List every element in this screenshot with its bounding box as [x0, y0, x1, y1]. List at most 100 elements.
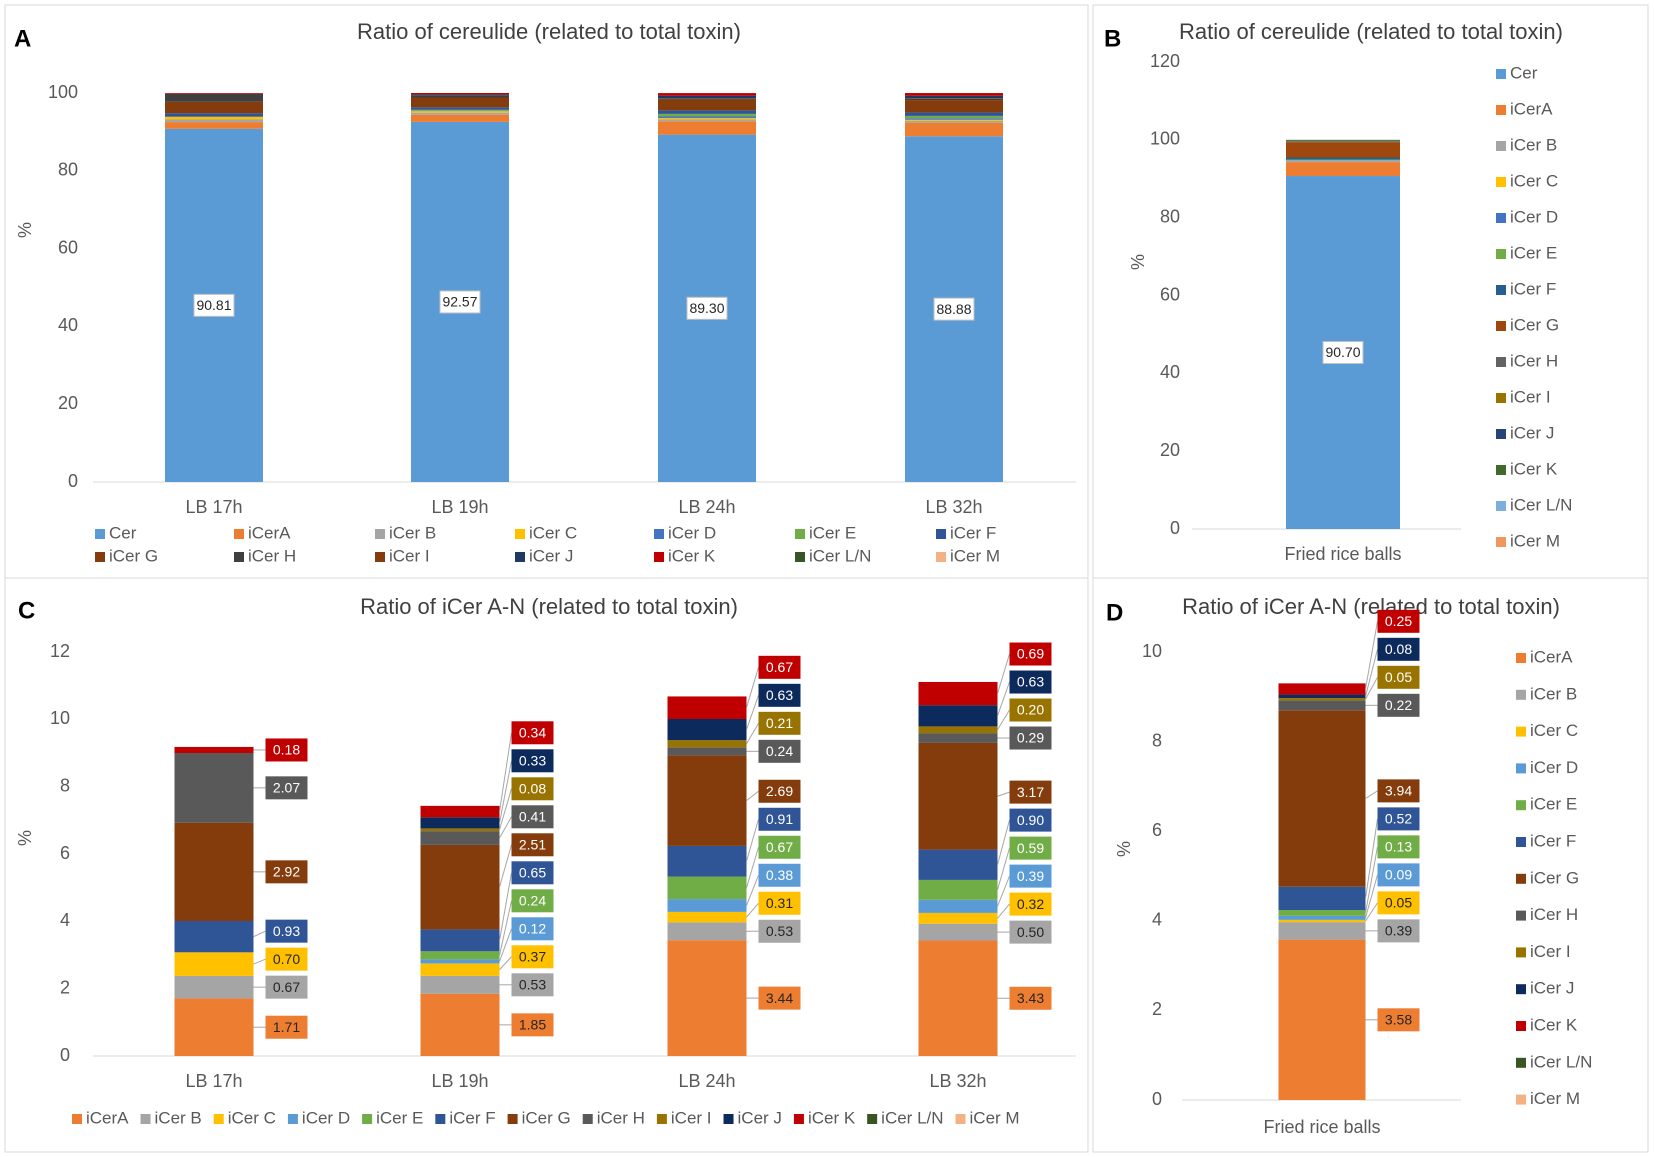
y-tick-label: 80	[1160, 206, 1180, 226]
bar-segment	[918, 726, 998, 734]
bar-segment	[1286, 142, 1400, 158]
value-label: 90.81	[196, 297, 231, 313]
value-label: 0.39	[1385, 923, 1412, 939]
value-label: 0.52	[1385, 811, 1412, 827]
value-label-box	[265, 860, 308, 884]
value-label-box	[511, 1013, 554, 1037]
bar-segment	[905, 98, 1003, 99]
legend-label: iCer G	[1530, 868, 1579, 887]
leader-line	[1365, 677, 1378, 700]
legend-swatch	[1496, 105, 1506, 115]
bar-segment	[165, 119, 263, 123]
legend-swatch	[723, 1114, 734, 1124]
legend-swatch	[72, 1114, 82, 1124]
value-label: 0.18	[273, 742, 300, 758]
panel-letter: C	[18, 597, 35, 624]
x-tick-label: LB 19h	[431, 1071, 488, 1091]
y-tick-label: 0	[1152, 1089, 1162, 1109]
bar-segment	[905, 98, 1003, 101]
legend-label: iCer K	[808, 1108, 856, 1127]
value-label-box	[193, 293, 235, 317]
value-label-box	[1009, 726, 1052, 750]
legend-label: iCer J	[529, 546, 573, 565]
value-label: 88.88	[936, 301, 971, 317]
chart-title: Ratio of cereulide (related to total tox…	[1179, 19, 1563, 44]
leader-line	[499, 732, 512, 812]
value-label-box	[758, 655, 801, 679]
value-label-box	[758, 779, 801, 803]
legend-swatch	[1516, 689, 1526, 700]
legend-swatch	[1496, 537, 1506, 547]
legend-swatch	[654, 552, 664, 562]
legend-swatch	[1496, 357, 1506, 367]
y-tick-label: 8	[60, 775, 70, 795]
bar-segment	[658, 99, 756, 111]
legend-label: iCer I	[1530, 942, 1571, 961]
legend-label: iCer B	[1530, 684, 1577, 703]
legend-swatch	[1496, 501, 1506, 511]
value-label-box	[265, 975, 308, 999]
legend-swatch	[1516, 763, 1526, 774]
bar-segment	[905, 93, 1003, 96]
bar-segment	[658, 116, 756, 118]
bar-segment	[667, 755, 747, 846]
panel-letter: A	[14, 25, 31, 52]
legend-label: iCer D	[1510, 207, 1558, 226]
legend-label: iCer M	[1530, 1089, 1580, 1108]
value-label: 3.94	[1385, 783, 1412, 799]
value-label: 3.43	[1017, 990, 1044, 1006]
y-tick-label: 4	[60, 910, 70, 930]
bar-segment	[918, 733, 998, 743]
leader-line	[499, 788, 512, 830]
bar-segment	[1278, 694, 1366, 699]
legend-label: iCer E	[376, 1108, 423, 1127]
legend-swatch	[955, 1114, 966, 1124]
legend-swatch	[375, 529, 385, 539]
leader-line	[997, 791, 1010, 797]
value-label-box	[1009, 920, 1052, 944]
bar-segment	[411, 111, 509, 113]
legend-label: Cer	[1510, 63, 1538, 82]
legend-swatch	[507, 1114, 518, 1124]
legend-label: iCer K	[1510, 459, 1558, 478]
bar-segment	[1278, 700, 1366, 711]
value-label-box	[1009, 698, 1052, 722]
leader-line	[253, 958, 266, 965]
bar-segment	[918, 742, 998, 850]
value-label-box	[1009, 892, 1052, 916]
bar-segment	[667, 876, 747, 900]
leader-line	[997, 819, 1010, 865]
legend-label: iCer E	[1510, 243, 1557, 262]
value-label: 0.20	[1017, 702, 1044, 718]
bar-segment	[1286, 139, 1400, 141]
legend-swatch	[795, 552, 805, 562]
value-label: 0.12	[519, 920, 546, 936]
y-tick-label: 20	[1160, 440, 1180, 460]
legend-label: iCer I	[389, 546, 430, 565]
value-label: 0.90	[1017, 812, 1044, 828]
value-label: 90.70	[1325, 344, 1360, 360]
bar-segment	[165, 93, 263, 102]
legend-label: iCer I	[1510, 387, 1551, 406]
value-label: 0.09	[1385, 867, 1412, 883]
leader-line	[499, 816, 512, 839]
legend-swatch	[1516, 1094, 1526, 1105]
bar-segment	[411, 114, 509, 122]
panel-letter: D	[1106, 599, 1123, 626]
y-tick-label: 4	[1152, 910, 1162, 930]
legend-swatch	[1516, 947, 1526, 958]
bar-segment	[918, 849, 998, 880]
value-label: 0.31	[766, 895, 793, 911]
value-label: 3.44	[766, 990, 793, 1006]
value-label-box	[265, 947, 308, 971]
y-tick-label: 6	[60, 843, 70, 863]
value-label-box	[439, 290, 481, 314]
bar-segment	[658, 110, 756, 114]
value-label-box	[1009, 864, 1052, 888]
chart-title: Ratio of iCer A-N (related to total toxi…	[1182, 594, 1560, 619]
bar-segment	[420, 951, 500, 960]
y-tick-label: 40	[58, 315, 78, 335]
value-label-box	[1009, 670, 1052, 694]
value-label: 0.67	[766, 659, 793, 675]
value-label: 0.05	[1385, 895, 1412, 911]
